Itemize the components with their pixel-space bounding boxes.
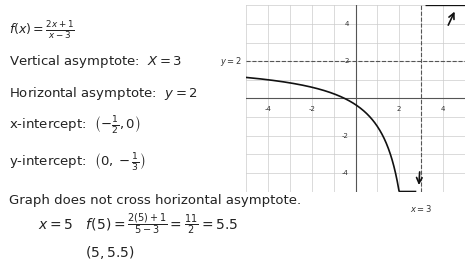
Text: 4: 4 <box>440 106 445 112</box>
Text: -4: -4 <box>265 106 272 112</box>
Text: y-intercept:  $\left(0, -\frac{1}{3}\right)$: y-intercept: $\left(0, -\frac{1}{3}\righ… <box>9 152 146 173</box>
Text: x-intercept:  $\left(-\frac{1}{2}, 0\right)$: x-intercept: $\left(-\frac{1}{2}, 0\righ… <box>9 114 141 136</box>
Text: Horizontal asymptote:  $y=2$: Horizontal asymptote: $y=2$ <box>9 85 198 102</box>
Text: $f(x)=\frac{2x+1}{x-3}$: $f(x)=\frac{2x+1}{x-3}$ <box>9 19 75 40</box>
Text: -2: -2 <box>342 133 349 139</box>
Text: -4: -4 <box>342 170 349 176</box>
Text: 2: 2 <box>397 106 401 112</box>
Text: -2: -2 <box>309 106 315 112</box>
Text: 2: 2 <box>345 58 349 64</box>
Text: 4: 4 <box>345 21 349 27</box>
Text: $x=3$: $x=3$ <box>410 203 432 214</box>
Text: Vertical asymptote:  $X = 3$: Vertical asymptote: $X = 3$ <box>9 53 183 70</box>
Text: Graph does not cross horizontal asymptote.: Graph does not cross horizontal asymptot… <box>9 194 301 207</box>
Text: $(5, 5.5)$: $(5, 5.5)$ <box>85 244 135 261</box>
Text: $x=5 \quad f(5)=\frac{2(5)+1}{5-3}=\frac{11}{2}=5.5$: $x=5 \quad f(5)=\frac{2(5)+1}{5-3}=\frac… <box>38 212 238 237</box>
Text: $y=2$: $y=2$ <box>220 55 242 68</box>
